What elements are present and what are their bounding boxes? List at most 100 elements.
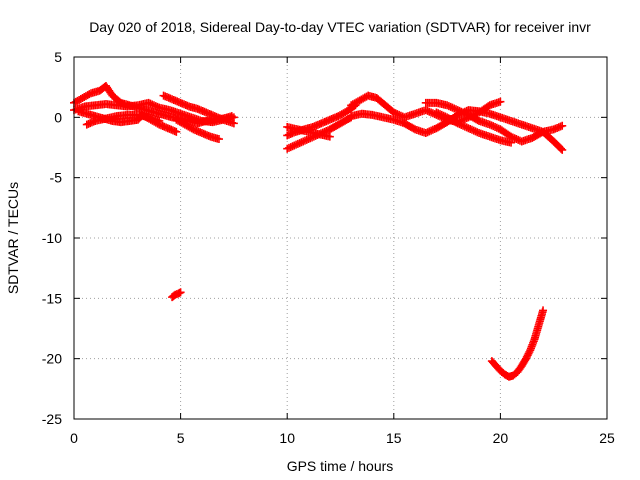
tick-label-layer: 0 5 10 15 20 25 -25 -20 -15 -10 -5 0 5 (42, 49, 615, 446)
data-point (496, 97, 505, 106)
data-point (304, 135, 313, 144)
x-tick-label: 15 (386, 430, 402, 446)
data-point (284, 143, 293, 152)
data-point (295, 139, 304, 148)
data-point (146, 99, 155, 108)
series-track-m (432, 108, 516, 147)
data-point (437, 110, 446, 119)
data-point (510, 134, 519, 143)
data-point (464, 124, 473, 133)
data-point (446, 102, 455, 111)
data-point (389, 108, 398, 117)
data-point (151, 102, 160, 111)
data-point (288, 142, 297, 151)
data-point (539, 306, 548, 315)
data-point (144, 98, 153, 107)
data-point (469, 126, 478, 135)
data-point (492, 123, 501, 132)
data-point (491, 122, 500, 131)
y-tick-label: -25 (42, 411, 62, 427)
data-point (459, 108, 468, 117)
data-point (421, 106, 430, 115)
data-point (514, 135, 523, 144)
data-point (489, 122, 498, 131)
data-point (172, 127, 181, 136)
data-point (467, 125, 476, 134)
series-curve-low (487, 306, 548, 381)
y-tick-label: -15 (42, 290, 62, 306)
data-point (508, 133, 517, 142)
data-point (299, 137, 308, 146)
data-point (453, 119, 462, 128)
data-point (423, 128, 432, 137)
series-track-l (421, 98, 567, 154)
data-layer (70, 81, 567, 381)
x-tick-label: 10 (279, 430, 295, 446)
y-tick-label: 0 (54, 109, 62, 125)
data-point (302, 135, 311, 144)
data-point (450, 104, 459, 113)
data-point (460, 122, 469, 131)
data-point (391, 109, 400, 118)
data-point (214, 135, 223, 144)
data-point (149, 101, 158, 110)
data-point (455, 106, 464, 115)
data-point (558, 121, 567, 130)
data-point (286, 143, 295, 152)
y-tick-label: -20 (42, 351, 62, 367)
series-track-f (172, 115, 223, 144)
data-point (460, 109, 469, 118)
data-point (421, 129, 430, 138)
data-point (455, 120, 464, 129)
data-point (507, 138, 516, 147)
x-tick-label: 25 (599, 430, 615, 446)
data-point (434, 109, 443, 118)
plot-frame (73, 56, 608, 420)
data-point (300, 136, 309, 145)
data-point (512, 135, 521, 144)
data-point (443, 101, 452, 110)
x-tick-label: 0 (70, 430, 78, 446)
data-point (459, 121, 468, 130)
data-point (457, 120, 466, 129)
data-point (462, 123, 471, 132)
data-point (457, 107, 466, 116)
data-point (466, 124, 475, 133)
data-point (297, 138, 306, 147)
data-point (292, 140, 301, 149)
series-track-i (283, 122, 334, 141)
x-axis-label: GPS time / hours (287, 458, 394, 474)
y-axis-label: SDTVAR / TECUs (5, 182, 21, 294)
data-point (290, 141, 299, 150)
data-point (283, 144, 292, 153)
series-isolated-group (168, 288, 185, 302)
data-point (444, 102, 453, 111)
series-track-k (347, 106, 567, 138)
x-tick-label: 5 (177, 430, 185, 446)
data-point (393, 110, 402, 119)
series-track-e (159, 91, 238, 128)
x-tick-label: 20 (493, 430, 509, 446)
data-point (425, 127, 434, 136)
y-tick-label: 5 (54, 49, 62, 65)
chart-title: Day 020 of 2018, Sidereal Day-to-day VTE… (89, 19, 591, 35)
data-point (432, 108, 441, 117)
y-tick-label: -10 (42, 230, 62, 246)
y-tick-label: -5 (50, 170, 63, 186)
data-point (176, 288, 185, 297)
data-point (325, 132, 334, 141)
data-point (148, 100, 157, 109)
data-point (453, 106, 462, 115)
data-point (229, 119, 238, 128)
data-point (427, 126, 436, 135)
data-point (293, 139, 302, 148)
data-point (451, 105, 460, 114)
data-point (425, 107, 434, 116)
data-point (439, 111, 448, 120)
series-track-d (82, 110, 164, 129)
data-point (557, 144, 566, 153)
data-point (153, 102, 162, 111)
data-point (473, 128, 482, 137)
